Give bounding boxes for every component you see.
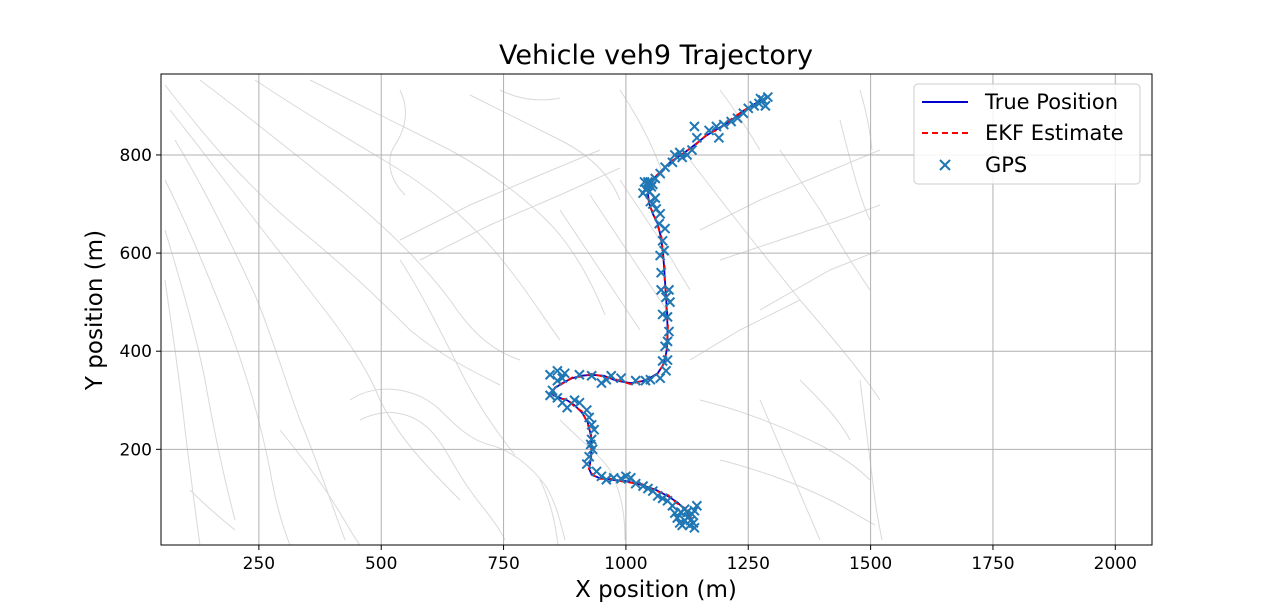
gps-point [596,471,607,482]
gps-point [645,196,656,207]
gps-point [642,176,654,188]
gps-point [650,173,661,184]
gps-point [718,119,729,130]
gps-point [639,176,650,188]
legend-box [913,83,1141,185]
x-tick-label: 2000 [1094,554,1137,574]
gps-point [667,157,678,168]
y-tick-label: 600 [120,244,152,264]
gps-point [654,250,666,261]
legend-gps-swatch [939,159,951,171]
gps-markers [544,91,774,534]
x-tick-label: 1000 [604,554,647,574]
gps-point [663,326,675,337]
gps-point [725,116,737,127]
x-tick-label: 500 [365,554,397,574]
gps-point [630,478,641,489]
gps-point [640,375,651,386]
y-axis-label: Y position (m) [82,230,108,391]
gps-point [659,162,671,173]
gps-point [615,372,627,384]
gps-point [655,267,667,278]
gps-point [703,125,715,136]
data-series [544,91,774,534]
gps-point [601,474,612,485]
y-tick-label: 800 [120,146,152,166]
gps-point [664,296,676,308]
y-tick-label: 200 [120,440,152,460]
gps-point [691,132,703,143]
gps-point [760,100,771,112]
gps-point [637,188,649,199]
gps-point [596,377,607,389]
gps-point [748,100,760,112]
gps-point [659,223,671,234]
gps-point [659,341,671,352]
gps-point [544,390,556,401]
gps-point [655,284,667,296]
x-tick-label: 750 [487,554,519,574]
gps-point [689,522,700,534]
gps-point [660,365,672,377]
gps-point [711,121,722,132]
gps-point [662,311,673,323]
gps-point [667,500,678,511]
gps-point [689,121,700,132]
legend-gps-label: GPS [985,153,1027,177]
y-tick-label: 400 [120,342,152,362]
gps-point [584,412,595,423]
gps-point [584,451,595,462]
gps-point [662,354,673,366]
gps-point [601,374,612,385]
legend-true-position-label: True Position [984,90,1118,114]
x-tick-label: 1250 [727,554,770,574]
gps-point [675,506,686,518]
gps-point [588,424,600,435]
plot-frame [160,73,1153,546]
gps-point [574,369,585,380]
gps-point [685,515,696,526]
x-axis-ticks: 250 500 750 1000 1250 1500 1750 2000 [243,545,1137,574]
x-tick-label: 1750 [971,554,1014,574]
gps-point [630,375,641,386]
gps-point [732,112,743,124]
chart-title: Vehicle veh9 Trajectory [499,40,813,71]
gps-point [657,235,668,247]
gps-point [586,370,597,381]
gps-point [552,365,563,377]
legend: True Position EKF Estimate GPS [913,83,1141,185]
gps-point [557,372,568,384]
gps-point [654,372,666,384]
gps-point [581,404,592,416]
gps-point [691,500,703,511]
gps-point [544,369,556,380]
legend-ekf-estimate-label: EKF Estimate [985,121,1124,145]
x-tick-label: 250 [243,554,275,574]
gps-point [646,181,657,193]
x-tick-label: 1500 [849,554,892,574]
gps-point [669,149,681,161]
gps-point [581,458,592,470]
x-axis-label: X position (m) [575,577,737,603]
gps-point [654,208,666,220]
y-axis-ticks: 200 400 600 800 [120,146,161,460]
gps-point [713,132,725,143]
gps-point [663,284,675,296]
gps-point [650,192,661,204]
gps-point [587,444,598,455]
